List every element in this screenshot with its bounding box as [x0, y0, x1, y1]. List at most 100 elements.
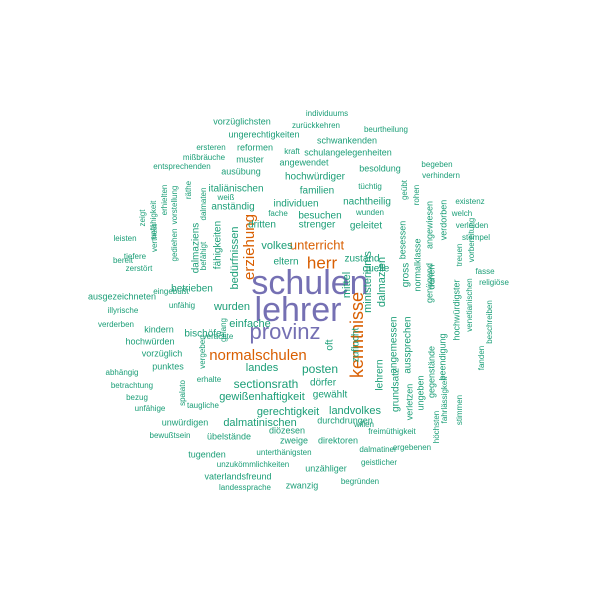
word-landes: landes: [246, 362, 279, 374]
word-punktes: punktes: [152, 361, 184, 371]
word-befähigt: befähigt: [199, 241, 208, 270]
word-strenger: strenger: [299, 220, 336, 231]
word-verletzen: verletzen: [404, 384, 414, 421]
word-dalmazien: dalmazien: [376, 257, 388, 307]
word-oft: oft: [325, 339, 336, 350]
word-begründen: begründen: [341, 477, 379, 486]
word-familien: familien: [300, 186, 334, 197]
word-diözesen: diözesen: [269, 425, 305, 435]
word-entsprechenden: entsprechenden: [153, 162, 210, 171]
word-taugliche: taugliche: [187, 401, 220, 410]
word-bewußtsein: bewußtsein: [150, 431, 191, 440]
word-direktoren: direktoren: [318, 435, 358, 445]
word-gewißenhaftigkeit: gewißenhaftigkeit: [219, 391, 305, 403]
word-individuen: individuen: [273, 199, 318, 210]
word-ministeriums: ministeriums: [362, 251, 374, 313]
word-unfähig: unfähig: [169, 301, 195, 310]
word-ungerechtigkeiten: ungerechtigkeiten: [228, 129, 299, 139]
word-unwürdigen: unwürdigen: [162, 417, 209, 427]
word-erziehung: erziehung: [241, 214, 258, 280]
word-unterricht: unterricht: [290, 237, 345, 252]
word-begeben: begeben: [421, 160, 452, 169]
word-erhalte: erhalte: [197, 375, 222, 384]
word-treuen: treuen: [455, 244, 464, 267]
word-freimüthigkeit: freimüthigkeit: [368, 427, 416, 436]
word-besessen: besessen: [397, 221, 407, 260]
word-landvolkes: landvolkes: [329, 405, 381, 417]
word-fasse: fasse: [475, 267, 495, 276]
word-weiß: weiß: [217, 193, 235, 202]
word-hochwürden: hochwürden: [125, 336, 174, 346]
word-gegenstände: gegenstände: [426, 346, 436, 398]
word-italiänischen: italiänischen: [208, 184, 263, 195]
word-zerstört: zerstört: [126, 264, 153, 273]
word-geistlicher: geistlicher: [361, 458, 397, 467]
word-zustand: zustand: [344, 254, 379, 265]
word-genügend: genügend: [424, 263, 434, 303]
word-zurückkehren: zurückkehren: [292, 121, 340, 130]
word-provinz: provinz: [250, 319, 321, 344]
word-dalmaten: dalmaten: [199, 188, 208, 221]
word-grundsatz: grundsatz: [391, 368, 402, 412]
word-beurtheilung: beurtheilung: [364, 125, 408, 134]
word-hochwürdiger: hochwürdiger: [285, 172, 346, 183]
word-schulen: schulen: [251, 264, 368, 302]
word-angewiesen: angewiesen: [424, 201, 434, 249]
word-ausübung: ausübung: [221, 166, 261, 176]
word-ersteren: ersteren: [196, 143, 225, 152]
word-angemessen: angemessen: [389, 316, 400, 373]
word-beschreiben: beschreiben: [485, 300, 494, 344]
word-vertheilt: vertheilt: [150, 223, 159, 252]
word-gross: gross: [401, 263, 412, 287]
word-tüchtig: tüchtig: [358, 182, 382, 191]
word-räthe: räthe: [184, 180, 193, 199]
word-eingebüßt: eingebüßt: [153, 287, 189, 296]
word-fähigkeiten: fähigkeiten: [213, 221, 224, 269]
word-angewendet: angewendet: [279, 157, 329, 167]
word-gewählt: gewählt: [313, 390, 348, 401]
word-lehrer: lehrer: [255, 291, 342, 329]
word-spalato: spalato: [178, 380, 187, 406]
word-illyrische: illyrische: [108, 306, 139, 315]
word-abhängig: abhängig: [106, 368, 139, 377]
word-existenz: existenz: [455, 197, 484, 206]
word-verachte: verachte: [203, 332, 234, 341]
word-kenntnisse: kenntnisse: [347, 292, 367, 378]
word-zuflucht: zuflucht: [351, 328, 362, 363]
word-stempel: stempel: [462, 233, 490, 242]
word-ausgezeichneten: ausgezeichneten: [88, 291, 156, 301]
word-aussprechen: aussprechen: [403, 316, 414, 373]
word-fache: fache: [268, 209, 288, 218]
word-betrachtung: betrachtung: [111, 381, 153, 390]
word-unzukömmlichkeiten: unzukömmlichkeiten: [217, 460, 289, 469]
word-anständig: anständig: [211, 202, 254, 213]
word-volkes: volkes: [261, 240, 293, 252]
word-dalmatinischen: dalmatinischen: [223, 417, 296, 429]
word-verderben: verderben: [98, 320, 134, 329]
word-unfähigkeit: unfähigkeit: [149, 200, 158, 239]
word-bereit: bereit: [113, 256, 134, 265]
word-ergebenen: ergebenen: [393, 443, 431, 452]
word-fahrlässigkeit: fahrlässigkeit: [440, 376, 449, 423]
word-mittel: mittel: [341, 272, 353, 298]
word-unzähliger: unzähliger: [305, 463, 347, 473]
word-verhindern: verhindern: [422, 171, 460, 180]
word-herr: herr: [307, 253, 338, 272]
word-vorstellung: vorstellung: [170, 186, 179, 225]
word-schwankenden: schwankenden: [317, 135, 377, 145]
word-zwanzig: zwanzig: [286, 480, 319, 490]
word-religiöse: religiöse: [479, 278, 509, 287]
word-verdorben: verdorben: [438, 200, 448, 241]
word-höchsten: höchsten: [432, 411, 441, 443]
word-unfähige: unfähige: [135, 404, 166, 413]
word-vorzüglichsten: vorzüglichsten: [213, 116, 271, 126]
word-muster: muster: [236, 154, 264, 164]
word-zweige: zweige: [280, 435, 308, 445]
word-durchdrungen: durchdrungen: [317, 415, 373, 425]
word-schulangelegenheiten: schulangelegenheiten: [304, 147, 392, 157]
word-kindern: kindern: [144, 324, 174, 334]
word-rohen: rohen: [412, 185, 421, 205]
word-vaterlandsfreund: vaterlandsfreund: [204, 471, 271, 481]
